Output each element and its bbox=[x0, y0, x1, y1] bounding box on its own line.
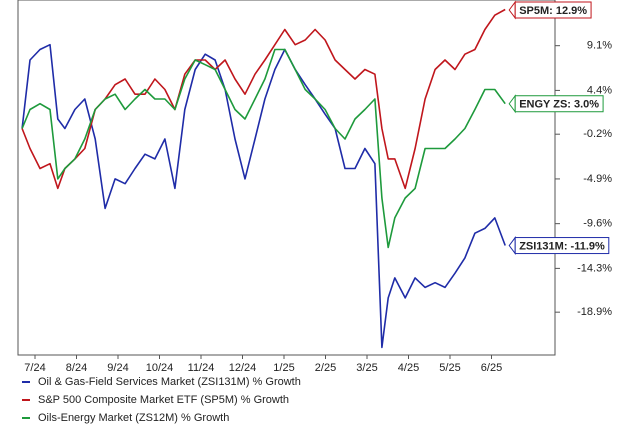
x-tick-label: 8/24 bbox=[66, 362, 87, 374]
legend-label: Oil & Gas-Field Services Market (ZSI131M… bbox=[38, 376, 301, 388]
x-tick-label: 1/25 bbox=[273, 362, 294, 374]
y-tick-label: -0.2% bbox=[583, 128, 612, 140]
x-tick-label: 9/24 bbox=[107, 362, 128, 374]
x-tick-label: 2/25 bbox=[315, 362, 336, 374]
x-tick-label: 6/25 bbox=[481, 362, 502, 374]
y-tick-label: -18.9% bbox=[577, 306, 612, 318]
x-tick-label: 4/25 bbox=[398, 362, 419, 374]
end-label: ZSI131M: -11.9% bbox=[508, 236, 610, 256]
end-label-box bbox=[514, 237, 610, 255]
x-tick-label: 11/24 bbox=[188, 362, 215, 374]
end-label-box bbox=[514, 95, 604, 113]
series-line bbox=[21, 43, 506, 349]
end-label-text: ENGY ZS: 3.0% bbox=[519, 99, 599, 111]
legend-label: Oils-Energy Market (ZS12M) % Growth bbox=[38, 412, 229, 424]
y-tick-label: -14.3% bbox=[577, 262, 612, 274]
end-label-text: ZSI131M: -11.9% bbox=[519, 240, 605, 252]
x-tick-label: 12/24 bbox=[229, 362, 257, 374]
x-tick-label: 5/25 bbox=[439, 362, 460, 374]
end-label: ENGY ZS: 3.0% bbox=[508, 94, 604, 114]
legend-label: S&P 500 Composite Market ETF (SP5M) % Gr… bbox=[38, 394, 289, 406]
end-label: SP5M: 12.9% bbox=[508, 0, 592, 20]
x-tick-label: 10/24 bbox=[146, 362, 174, 374]
plot-frame bbox=[17, 0, 556, 356]
y-tick-label: 9.1% bbox=[587, 40, 612, 52]
end-label-text: SP5M: 12.9% bbox=[519, 5, 587, 17]
end-label-box bbox=[514, 1, 592, 19]
y-tick-label: -9.6% bbox=[583, 218, 612, 230]
x-tick-label: 3/25 bbox=[356, 362, 377, 374]
series-line bbox=[21, 48, 506, 249]
x-tick-label: 7/24 bbox=[24, 362, 45, 374]
y-tick-label: 4.4% bbox=[587, 84, 612, 96]
y-tick-label: -4.9% bbox=[583, 173, 612, 185]
